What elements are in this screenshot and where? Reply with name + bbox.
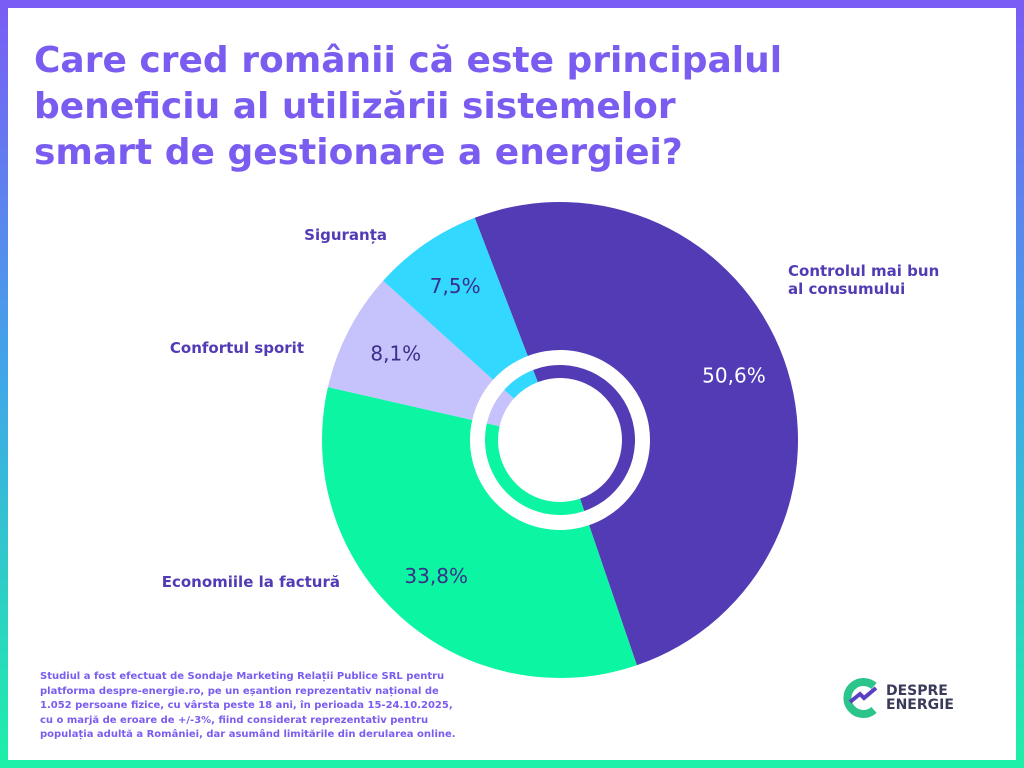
logo-icon	[843, 678, 878, 718]
inner-ring-slice	[485, 423, 585, 516]
chart-title: Care cred românii că este principalul be…	[34, 40, 783, 173]
logo-text: DESPRE	[886, 683, 948, 699]
slice	[383, 217, 528, 380]
slice	[322, 387, 637, 678]
slice	[474, 202, 798, 666]
inner-ring-slice	[504, 369, 538, 399]
slice-label: Controlul mai bun al consumului	[788, 262, 940, 298]
value-label: 50,6%	[702, 363, 766, 387]
logo-text: ENERGIE	[886, 697, 954, 713]
footnote: Studiul a fost efectuat de Sondaje Marke…	[40, 671, 456, 740]
slice	[327, 280, 494, 420]
logo: DESPRE ENERGIE	[842, 676, 972, 720]
slice-label: Confortul sporit	[169, 339, 304, 357]
value-label: 8,1%	[370, 341, 421, 365]
value-label: 33,8%	[404, 564, 468, 588]
slice-label: Economiile la factură	[161, 573, 340, 591]
slice-label: Siguranța	[304, 226, 387, 244]
inner-ring-slice	[486, 389, 514, 427]
inner-ring-slice	[533, 365, 635, 511]
value-label: 7,5%	[430, 274, 481, 298]
